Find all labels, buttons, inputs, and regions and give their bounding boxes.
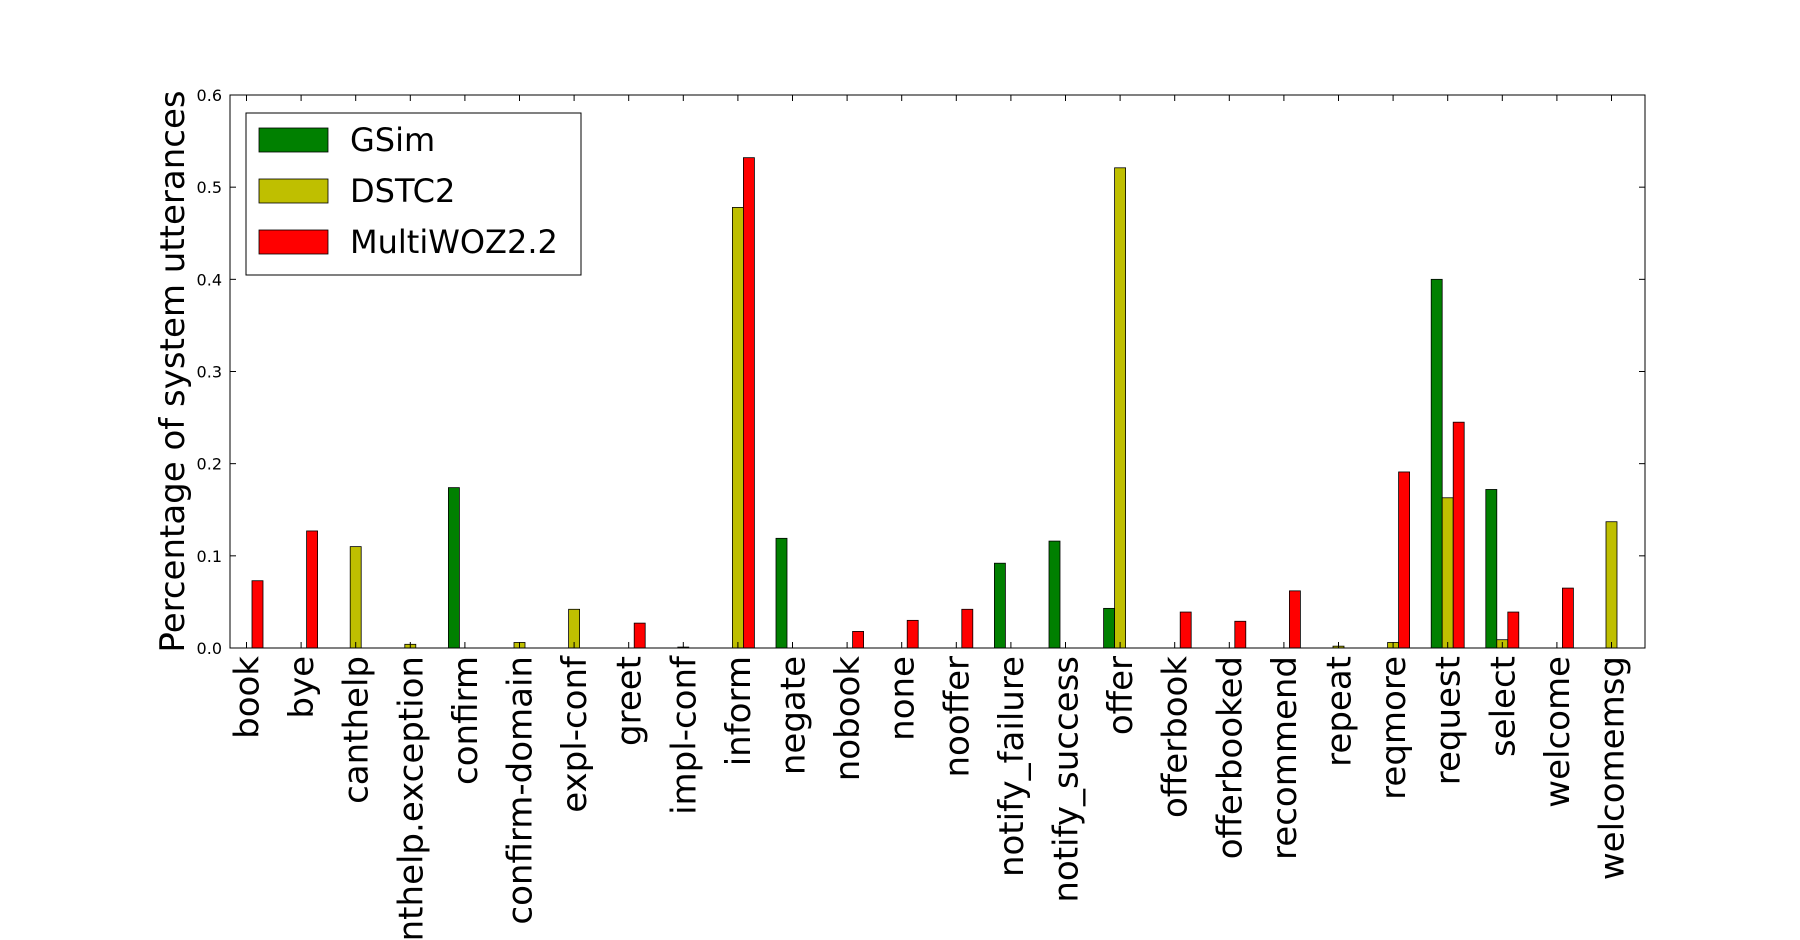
bar-multiwoz2-2-offerbooked bbox=[1234, 620, 1247, 649]
bar-gsim-request bbox=[1430, 278, 1443, 649]
bar-gsim-offer bbox=[1103, 607, 1115, 649]
bar-multiwoz2-2-nooffer bbox=[961, 608, 974, 649]
bar-gsim-negate bbox=[775, 537, 788, 649]
bar-gsim-notify-failure bbox=[994, 562, 1006, 649]
x-tick-label: notify_failure bbox=[992, 656, 1032, 877]
bar-multiwoz2-2-welcome bbox=[1562, 587, 1574, 649]
bar-multiwoz2-2-recommend bbox=[1289, 590, 1301, 649]
legend-swatch-gsim bbox=[258, 127, 329, 153]
bar-dstc2-request bbox=[1441, 497, 1454, 649]
x-tick-label: welcome bbox=[1538, 656, 1578, 808]
x-tick-label: nobook bbox=[828, 656, 868, 782]
x-tick-label: recommend bbox=[1265, 656, 1305, 860]
y-tick-label: 0.0 bbox=[197, 639, 222, 658]
legend: GSim DSTC2 MultiWOZ2.2 bbox=[245, 112, 582, 276]
x-tick-label: offerbooked bbox=[1210, 656, 1250, 859]
bar-multiwoz2-2-offerbook bbox=[1179, 611, 1192, 649]
legend-swatch-multiwoz2-2 bbox=[258, 229, 329, 255]
bar-multiwoz2-2-bye bbox=[306, 530, 319, 649]
y-axis: 0.0 0.1 0.2 0.3 0.4 0.5 0.6 bbox=[197, 86, 1645, 658]
legend-swatch-dstc2 bbox=[258, 178, 329, 204]
x-tick-label: welcomemsg bbox=[1593, 656, 1633, 880]
x-tick-label: offer bbox=[1101, 656, 1141, 735]
x-tick-label: inform bbox=[719, 656, 759, 766]
x-tick-label: request bbox=[1429, 656, 1469, 785]
bar-multiwoz2-2-reqmore bbox=[1398, 471, 1410, 649]
bar-dstc2-canthelp bbox=[349, 546, 362, 649]
x-tick-label: confirm bbox=[446, 656, 486, 785]
x-tick-label: none bbox=[883, 656, 923, 741]
bar-multiwoz2-2-select bbox=[1507, 611, 1520, 649]
bar-multiwoz2-2-none bbox=[906, 619, 919, 649]
x-tick-label: canthelp.exception bbox=[391, 656, 431, 940]
x-tick-label: canthelp bbox=[337, 656, 377, 804]
legend-label: GSim bbox=[350, 121, 435, 159]
bar-multiwoz2-2-greet bbox=[633, 622, 646, 649]
x-tick-label: reqmore bbox=[1374, 656, 1414, 800]
y-tick-label: 0.5 bbox=[197, 178, 222, 197]
y-tick-label: 0.1 bbox=[197, 547, 222, 566]
y-tick-label: 0.4 bbox=[197, 270, 222, 289]
x-tick-label: repeat bbox=[1320, 656, 1360, 767]
x-tick-label: negate bbox=[774, 656, 814, 775]
legend-label: MultiWOZ2.2 bbox=[350, 223, 558, 261]
x-tick-label: nooffer bbox=[937, 656, 977, 777]
bar-gsim-select bbox=[1485, 489, 1498, 649]
bar-multiwoz2-2-request bbox=[1452, 421, 1465, 649]
bar-dstc2-welcomemsg bbox=[1605, 521, 1618, 649]
bar-dstc2-inform bbox=[732, 207, 744, 649]
y-tick-label: 0.3 bbox=[197, 363, 222, 382]
x-tick-label: offerbook bbox=[1156, 656, 1196, 818]
bar-multiwoz2-2-inform bbox=[743, 157, 755, 649]
y-tick-label: 0.6 bbox=[197, 86, 222, 105]
bar-multiwoz2-2-book bbox=[251, 580, 264, 649]
x-tick-label: impl-conf bbox=[664, 655, 704, 815]
bar-multiwoz2-2-nobook bbox=[852, 631, 864, 649]
x-tick-label: book bbox=[228, 656, 268, 739]
x-tick-label: bye bbox=[282, 656, 322, 719]
x-tick-label: confirm-domain bbox=[501, 656, 541, 925]
y-tick-label: 0.2 bbox=[197, 455, 222, 474]
bar-dstc2-offer bbox=[1114, 167, 1126, 649]
x-axis: book bye canthelp canthelp.exception confirm… bbox=[228, 95, 1633, 940]
x-tick-label: notify_success bbox=[1047, 656, 1087, 903]
y-axis-label: Percentage of system utterances bbox=[153, 90, 193, 652]
bars-layer bbox=[251, 157, 1618, 649]
bar-gsim-confirm bbox=[447, 487, 460, 649]
x-tick-label: greet bbox=[610, 656, 650, 746]
legend-label: DSTC2 bbox=[350, 172, 455, 210]
bar-gsim-notify-success bbox=[1048, 540, 1061, 649]
x-tick-label: select bbox=[1483, 656, 1523, 757]
x-tick-label: expl-conf bbox=[555, 655, 595, 813]
